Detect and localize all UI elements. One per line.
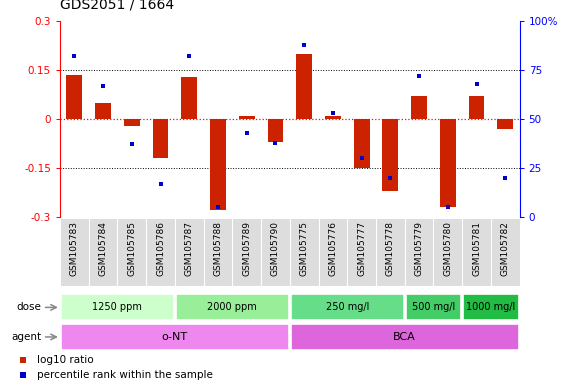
Bar	[176, 295, 289, 320]
Text: log10 ratio: log10 ratio	[37, 355, 93, 365]
Text: GSM105790: GSM105790	[271, 221, 280, 276]
Bar	[61, 295, 174, 320]
Text: GDS2051 / 1664: GDS2051 / 1664	[60, 0, 174, 12]
Text: GSM105788: GSM105788	[214, 221, 223, 276]
Bar	[124, 119, 140, 126]
Bar	[210, 119, 226, 210]
Text: dose: dose	[17, 302, 41, 313]
Bar	[152, 119, 168, 158]
Bar	[411, 96, 427, 119]
Bar	[95, 103, 111, 119]
Text: 1000 mg/l: 1000 mg/l	[467, 302, 516, 313]
Text: percentile rank within the sample: percentile rank within the sample	[37, 370, 212, 380]
Bar	[268, 119, 283, 142]
Text: BCA: BCA	[393, 332, 416, 342]
Bar	[325, 116, 341, 119]
Text: GSM105777: GSM105777	[357, 221, 366, 276]
Text: GSM105786: GSM105786	[156, 221, 165, 276]
Bar	[497, 119, 513, 129]
Text: GSM105783: GSM105783	[70, 221, 79, 276]
Text: GSM105781: GSM105781	[472, 221, 481, 276]
Text: GSM105787: GSM105787	[185, 221, 194, 276]
Text: GSM105785: GSM105785	[127, 221, 136, 276]
Text: GSM105776: GSM105776	[328, 221, 337, 276]
Text: agent: agent	[11, 332, 41, 342]
Text: GSM105779: GSM105779	[415, 221, 424, 276]
Text: GSM105775: GSM105775	[300, 221, 309, 276]
Bar	[66, 75, 82, 119]
Text: o-NT: o-NT	[162, 332, 188, 342]
Bar	[383, 119, 398, 191]
Bar	[61, 324, 289, 350]
Text: 2000 ppm: 2000 ppm	[207, 302, 257, 313]
Bar	[405, 295, 461, 320]
Text: 500 mg/l: 500 mg/l	[412, 302, 455, 313]
Text: 1250 ppm: 1250 ppm	[93, 302, 142, 313]
Text: GSM105778: GSM105778	[386, 221, 395, 276]
Bar	[182, 77, 197, 119]
Text: GSM105789: GSM105789	[242, 221, 251, 276]
Bar	[353, 119, 369, 168]
Bar	[291, 295, 404, 320]
Text: 250 mg/l: 250 mg/l	[325, 302, 369, 313]
Bar	[469, 96, 484, 119]
Bar	[239, 116, 255, 119]
Bar	[296, 54, 312, 119]
Bar	[463, 295, 518, 320]
Bar	[291, 324, 518, 350]
Text: GSM105784: GSM105784	[99, 221, 107, 276]
Bar	[440, 119, 456, 207]
Text: GSM105780: GSM105780	[443, 221, 452, 276]
Text: GSM105782: GSM105782	[501, 221, 510, 276]
